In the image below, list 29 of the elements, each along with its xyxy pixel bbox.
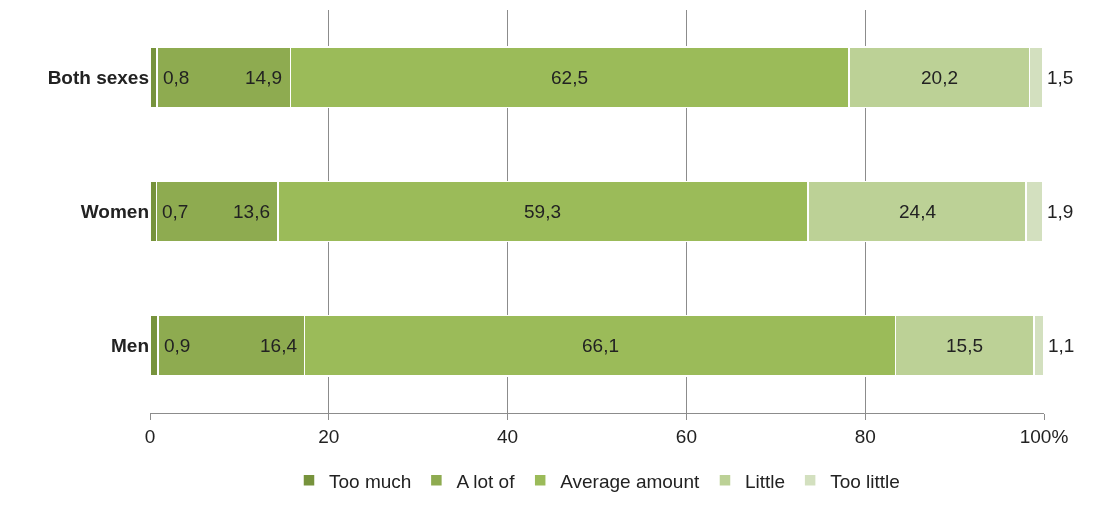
data-label: 24,4 xyxy=(899,201,937,222)
data-label: 0,8 xyxy=(163,67,190,88)
data-label: 1,5 xyxy=(1047,67,1074,88)
legend-label: A lot of xyxy=(456,470,516,492)
x-tick-label: 80 xyxy=(854,425,876,447)
legend-label: Little xyxy=(744,470,786,492)
data-label: 59,3 xyxy=(524,201,561,222)
y-tick-label: Women xyxy=(80,201,149,223)
y-tick-label: Both sexes xyxy=(47,66,149,88)
data-label: 62,5 xyxy=(551,67,588,88)
data-label: 66,1 xyxy=(582,335,619,356)
legend-label: Average amount xyxy=(560,470,700,492)
data-label: 15,5 xyxy=(946,335,983,356)
data-label: 14,9 xyxy=(245,67,282,88)
x-tick-label: 20 xyxy=(318,425,340,447)
data-label: 0,9 xyxy=(164,335,191,356)
x-tick-label: 0 xyxy=(144,425,156,447)
x-tick-label: 60 xyxy=(675,425,697,447)
data-label: 13,6 xyxy=(233,201,270,222)
legend-label: Too little xyxy=(830,470,900,492)
data-label: 1,1 xyxy=(1048,335,1075,356)
x-tick-label: 40 xyxy=(497,425,519,447)
x-tick-label: 100% xyxy=(1019,425,1069,447)
data-label: 0,7 xyxy=(162,201,189,222)
legend-label: Too much xyxy=(329,470,412,492)
data-label: 1,9 xyxy=(1047,201,1074,222)
data-label: 20,2 xyxy=(921,67,958,88)
y-tick-label: Men xyxy=(111,335,149,357)
data-label: 16,4 xyxy=(260,335,298,356)
